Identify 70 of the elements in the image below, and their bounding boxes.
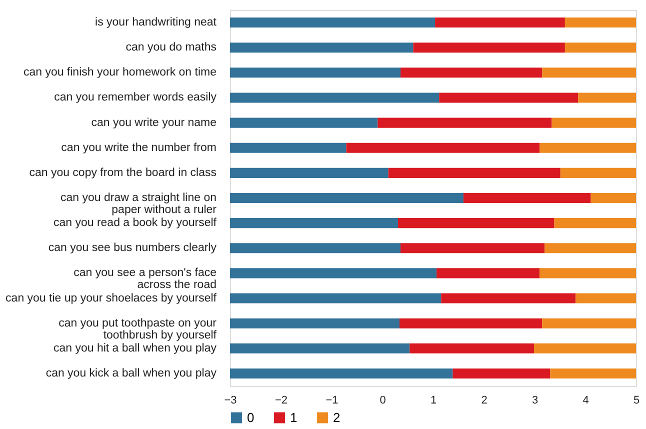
bar <box>436 268 540 278</box>
x-tick-label: −2 <box>274 394 288 406</box>
x-tick-label: −3 <box>224 394 237 406</box>
bar <box>398 218 554 228</box>
bar <box>230 293 442 304</box>
bar <box>230 343 410 354</box>
y-tick-label: can you finish your homework on time <box>23 66 216 79</box>
x-tick-label: 2 <box>481 394 488 406</box>
bar <box>230 92 440 103</box>
bar <box>554 218 636 228</box>
y-tick-label: is your handwriting neat <box>95 16 218 29</box>
y-tick-label: can you hit a ball when you play <box>53 342 217 354</box>
bar <box>230 68 401 78</box>
bar <box>564 18 636 28</box>
bar <box>230 118 378 128</box>
y-tick-label: can you kick a ball when you play <box>46 367 217 380</box>
bar <box>552 118 636 128</box>
bar <box>230 318 400 328</box>
bar <box>542 68 636 78</box>
bar <box>346 142 540 153</box>
y-tick-label: can you copy from the board in class <box>29 166 217 179</box>
bar <box>400 318 542 328</box>
y-tick-label: can you see a person's face across the road <box>74 267 216 292</box>
bar <box>544 243 636 254</box>
legend-label: 2 <box>333 410 340 425</box>
bar <box>542 318 636 328</box>
y-tick-label: can you write the number from <box>61 142 216 154</box>
x-tick-label: 3 <box>532 394 538 406</box>
y-tick-label: can you write your name <box>91 116 216 129</box>
bar <box>230 42 414 53</box>
x-tick-label: −1 <box>326 394 338 406</box>
bar <box>230 18 436 28</box>
bar <box>230 368 453 378</box>
x-tick-label: 5 <box>633 394 640 406</box>
bar <box>230 142 346 153</box>
x-tick-label: 1 <box>430 394 437 406</box>
bar <box>435 18 565 28</box>
bar <box>410 343 534 354</box>
bar <box>560 168 636 178</box>
y-tick-label: can you read a book by yourself <box>53 217 218 230</box>
y-tick-label: can you see bus numbers clearly <box>48 242 217 254</box>
bar <box>540 268 636 278</box>
bar <box>400 243 545 254</box>
bar <box>230 218 398 228</box>
bar <box>463 192 591 204</box>
bar <box>550 368 636 378</box>
bar <box>564 42 636 53</box>
legend-label: 1 <box>290 410 298 425</box>
bar <box>439 92 578 103</box>
bar <box>590 192 636 204</box>
bar <box>534 343 636 354</box>
bar <box>452 368 550 378</box>
y-tick-label: can you tie up your shoelaces by yourself <box>6 292 218 304</box>
y-tick-label: can you do maths <box>126 42 217 54</box>
bar <box>413 42 565 53</box>
bar <box>378 118 552 128</box>
bar <box>441 293 576 304</box>
bar <box>388 168 560 178</box>
x-tick-label: 0 <box>380 394 386 406</box>
bar <box>230 192 464 204</box>
bar <box>576 293 636 304</box>
bar <box>400 68 542 78</box>
x-tick-label: 4 <box>582 394 589 406</box>
y-tick-label: can you remember words easily <box>54 92 217 104</box>
legend-label: 0 <box>247 410 254 425</box>
bar <box>230 168 388 178</box>
bar <box>230 268 437 278</box>
bar <box>230 243 401 254</box>
bar <box>540 142 636 153</box>
bar <box>578 92 636 103</box>
